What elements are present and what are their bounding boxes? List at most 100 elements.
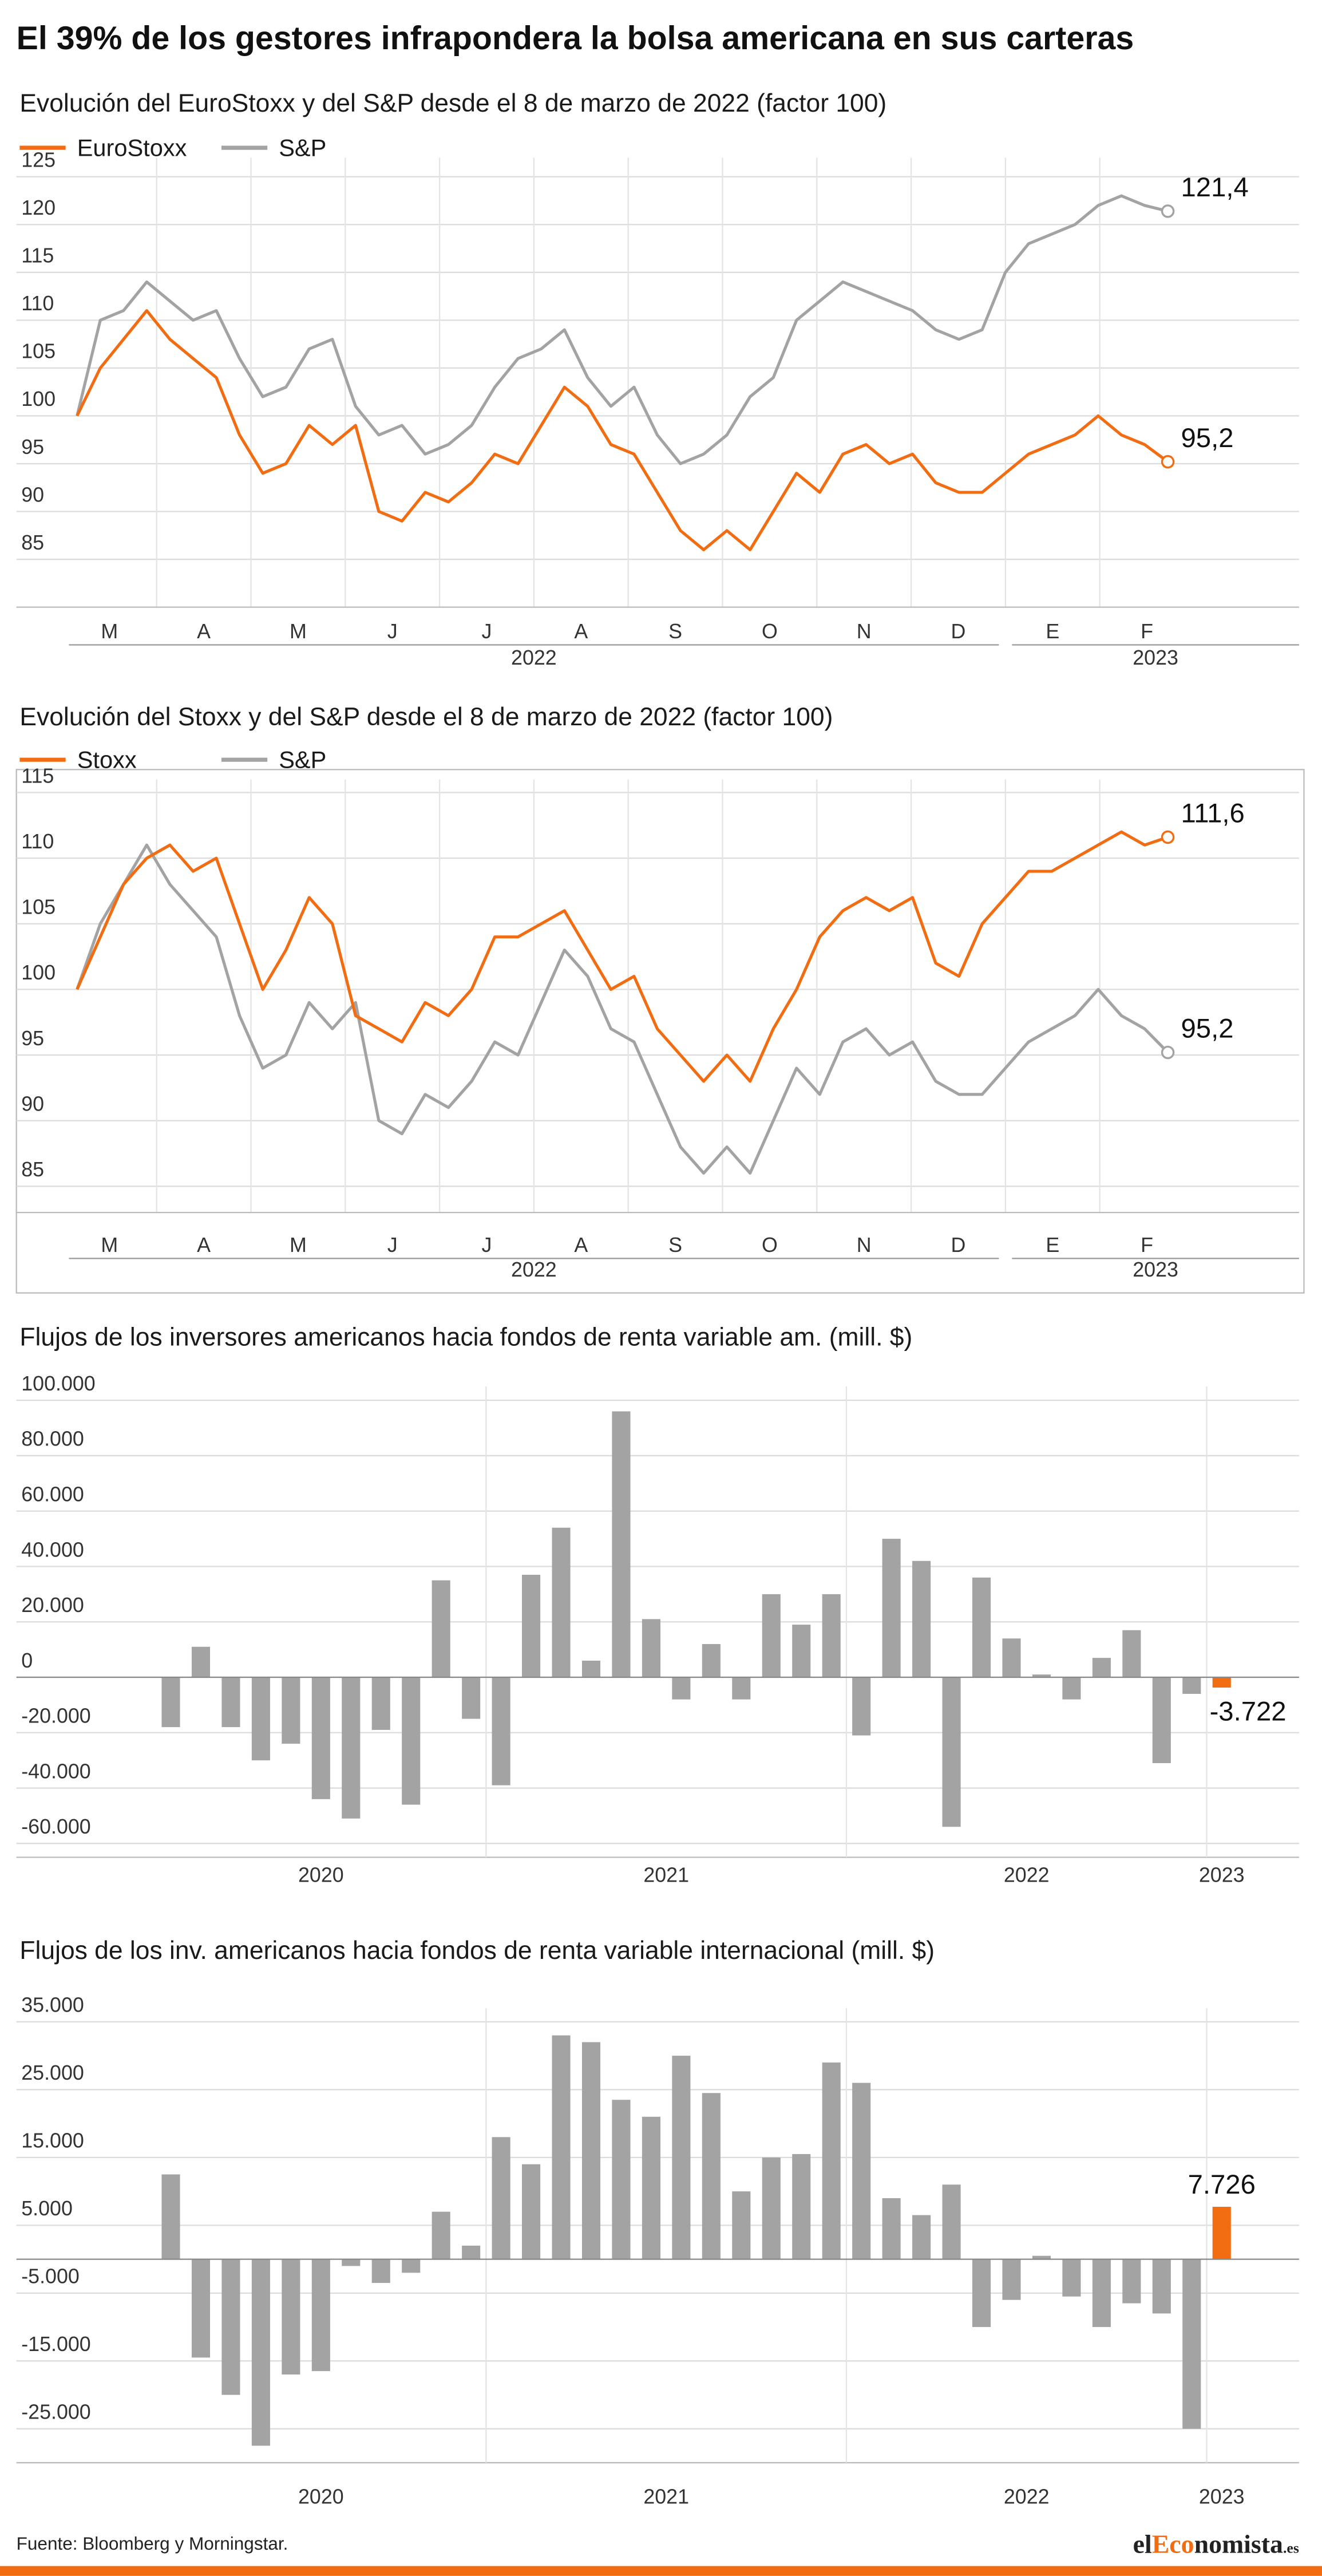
bar [311, 2259, 330, 2372]
line [76, 843, 1169, 1175]
x-tick-label: N [857, 620, 872, 643]
bar [1032, 2255, 1051, 2259]
bar [311, 1677, 330, 1799]
bar [852, 1677, 871, 1736]
bar [371, 2259, 390, 2283]
bar [1032, 1674, 1051, 1678]
x-tick-label: M [101, 620, 118, 643]
bar [612, 1411, 631, 1678]
end-point [1161, 830, 1175, 844]
value-label: -3.722 [1210, 1696, 1287, 1726]
end-point [1161, 204, 1175, 218]
x-tick-label: A [574, 1234, 588, 1257]
y-tick-label: -60.000 [21, 1815, 90, 1838]
bar [1092, 1658, 1111, 1678]
logo-part: nomista [1194, 2530, 1283, 2559]
bar [1062, 1677, 1081, 1700]
x-tick-label: M [290, 1234, 307, 1257]
bar [1092, 2259, 1111, 2328]
page-title: El 39% de los gestores infrapondera la b… [17, 20, 1134, 57]
bar [942, 1677, 961, 1827]
y-tick-label: 20.000 [21, 1594, 84, 1617]
y-tick-label: 120 [21, 196, 56, 219]
x-tick-label: D [951, 620, 966, 643]
y-tick-label: 40.000 [21, 1538, 84, 1561]
bar [161, 1677, 180, 1728]
bar [1152, 2259, 1171, 2314]
x-tick-label: J [482, 1234, 492, 1257]
bar [1002, 1638, 1021, 1678]
bar [1212, 1677, 1231, 1688]
y-tick-label: 105 [21, 896, 56, 919]
x-tick-label: 2022 [1004, 1863, 1050, 1886]
x-tick-label: E [1046, 1234, 1059, 1257]
chart-subtitle: Flujos de los inversores americanos haci… [19, 1323, 912, 1351]
logo-part: Eco [1152, 2530, 1194, 2559]
bar [732, 2191, 751, 2259]
bar [882, 1539, 901, 1678]
bar [492, 2137, 510, 2259]
bar [342, 1677, 361, 1819]
x-tick-label: M [101, 1234, 118, 1257]
y-tick-label: 35.000 [21, 1994, 84, 2017]
bar [1002, 2259, 1021, 2300]
y-tick-label: 15.000 [21, 2129, 84, 2152]
bar [432, 1580, 450, 1678]
chart-subtitle: Evolución del EuroStoxx y del S&P desde … [19, 89, 886, 117]
y-tick-label: 100.000 [21, 1372, 95, 1395]
x-tick-label: D [951, 1234, 966, 1257]
x-tick-label: O [762, 620, 778, 643]
end-label: 95,2 [1181, 1014, 1234, 1044]
bar [251, 1677, 270, 1761]
bar [522, 2164, 541, 2259]
x-tick-label: M [290, 620, 307, 643]
x-tick-label: J [387, 620, 398, 643]
bar [161, 2174, 180, 2259]
bar [972, 2259, 991, 2328]
bar [912, 1560, 931, 1678]
source: Fuente: Bloomberg y Morningstar. [17, 2533, 288, 2554]
x-tick-label: 2021 [643, 2486, 689, 2508]
legend-label: EuroStoxx [77, 134, 187, 161]
year-label: 2022 [511, 646, 557, 669]
x-tick-label: A [574, 620, 588, 643]
x-tick-label: 2023 [1199, 2486, 1245, 2508]
x-tick-label: F [1141, 620, 1153, 643]
line [76, 194, 1169, 465]
y-tick-label: -25.000 [21, 2401, 90, 2424]
bar [282, 2259, 300, 2375]
bar [1182, 2259, 1201, 2429]
bar [762, 2157, 781, 2259]
chart-subtitle: Flujos de los inv. americanos hacia fond… [19, 1937, 935, 1965]
bar [221, 2259, 240, 2395]
bar [552, 2035, 571, 2259]
bar [672, 1677, 691, 1700]
y-tick-label: -20.000 [21, 1705, 90, 1728]
year-label: 2022 [511, 1258, 557, 1281]
bar [581, 1660, 601, 1678]
logo: elEconomista.es [1133, 2530, 1299, 2559]
bar [251, 2259, 270, 2446]
x-tick-label: J [482, 620, 492, 643]
bar [792, 1625, 811, 1678]
bar [792, 2154, 811, 2259]
bar [462, 2245, 481, 2259]
y-tick-label: -5.000 [21, 2265, 80, 2288]
y-tick-label: 115 [21, 244, 54, 267]
logo-part: .es [1283, 2540, 1299, 2557]
x-tick-label: S [668, 1234, 682, 1257]
end-point [1161, 1045, 1175, 1060]
y-tick-label: 110 [21, 292, 54, 315]
x-tick-label: S [668, 620, 682, 643]
y-tick-label: 0 [21, 1649, 33, 1672]
y-tick-label: 95 [21, 436, 44, 459]
y-tick-label: 25.000 [21, 2061, 84, 2084]
bar [432, 2211, 450, 2259]
legend-label: S&P [279, 134, 326, 161]
bar [371, 1677, 390, 1730]
bar [1182, 1677, 1201, 1694]
x-tick-label: O [762, 1234, 778, 1257]
bar [1122, 2259, 1141, 2304]
